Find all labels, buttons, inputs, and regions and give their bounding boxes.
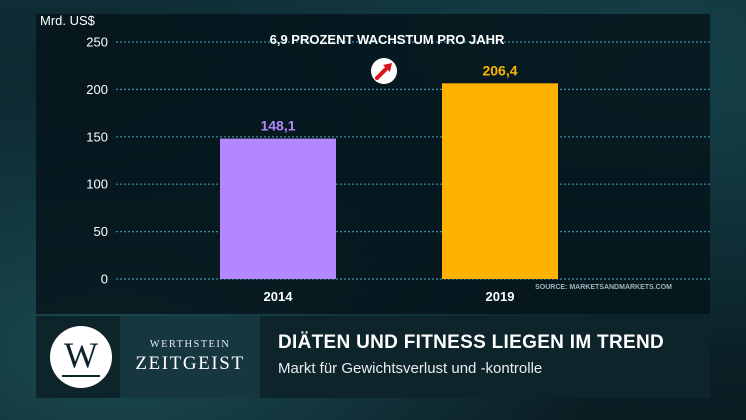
y-tick-label: 0 — [101, 272, 108, 287]
y-tick-label: 200 — [86, 82, 108, 97]
brand-name-top: WERTHSTEIN — [149, 339, 231, 350]
y-axis-unit-label: Mrd. US$ — [40, 14, 96, 28]
logo: W — [50, 326, 112, 388]
chart-panel: 0 50 100 150 200 250 148,1 2014 206,4 2019 Mrd. U… — [36, 14, 710, 314]
bar-2019 — [442, 83, 558, 280]
chart-title: 6,9 PROZENT WACHSTUM PRO JAHR — [270, 32, 505, 47]
y-tick-label: 150 — [86, 129, 108, 144]
source-note: SOURCE: MARKETSANDMARKETS.COM — [535, 284, 672, 291]
brand-name-box: WERTHSTEIN ZEITGEIST — [120, 316, 260, 398]
data-label: 206,4 — [482, 62, 517, 78]
growth-arrow-icon — [371, 58, 397, 84]
y-tick-label: 50 — [94, 224, 108, 239]
bar-2014 — [220, 138, 336, 279]
y-tick-label: 250 — [86, 35, 108, 50]
subheadline: Markt für Gewichtsverlust und -kontrolle — [278, 360, 543, 377]
y-tick-label: 100 — [86, 177, 108, 192]
bar-chart: 0 50 100 150 200 250 148,1 2014 206,4 2019 Mrd. U… — [40, 14, 710, 304]
logo-letter: W — [62, 335, 100, 377]
x-tick-label: 2019 — [486, 289, 515, 304]
x-tick-label: 2014 — [264, 289, 294, 304]
data-label: 148,1 — [260, 118, 295, 134]
brand-name-bottom: ZEITGEIST — [135, 353, 245, 374]
headline: DIÄTEN UND FITNESS LIEGEN IM TREND — [278, 332, 664, 353]
